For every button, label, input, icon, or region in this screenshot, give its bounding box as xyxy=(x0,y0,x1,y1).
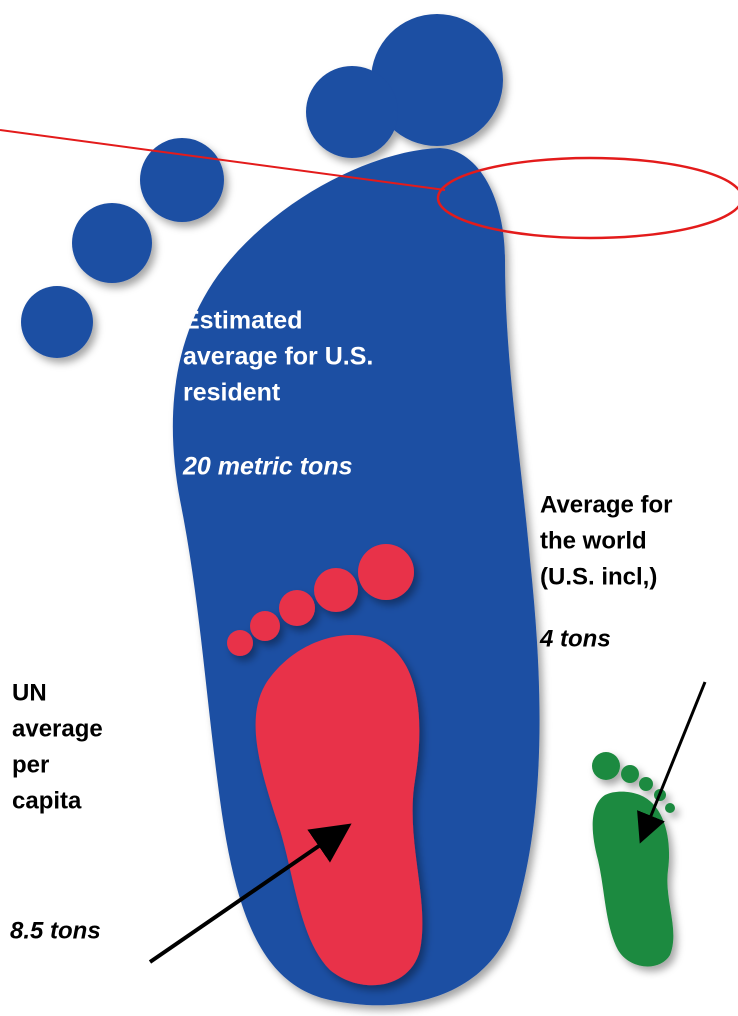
arrow xyxy=(148,823,352,964)
un-foot xyxy=(227,544,423,986)
label: resident xyxy=(183,379,281,407)
label: per xyxy=(12,751,49,778)
us-foot xyxy=(21,14,540,1006)
annotation-line xyxy=(0,129,446,191)
label: Estimated xyxy=(183,307,302,335)
label: UN xyxy=(12,679,47,706)
amount: 20 metric tons xyxy=(182,453,353,481)
label: capita xyxy=(12,787,82,814)
label: (U.S. incl,) xyxy=(540,563,657,590)
label: Average for xyxy=(540,491,673,518)
arrow xyxy=(637,681,707,844)
amount: 4 tons xyxy=(539,625,611,652)
label: the world xyxy=(540,527,647,554)
label: average for U.S. xyxy=(183,343,373,371)
annotation-ellipse xyxy=(436,156,738,240)
label: average xyxy=(12,715,103,742)
amount: 8.5 tons xyxy=(10,917,101,944)
